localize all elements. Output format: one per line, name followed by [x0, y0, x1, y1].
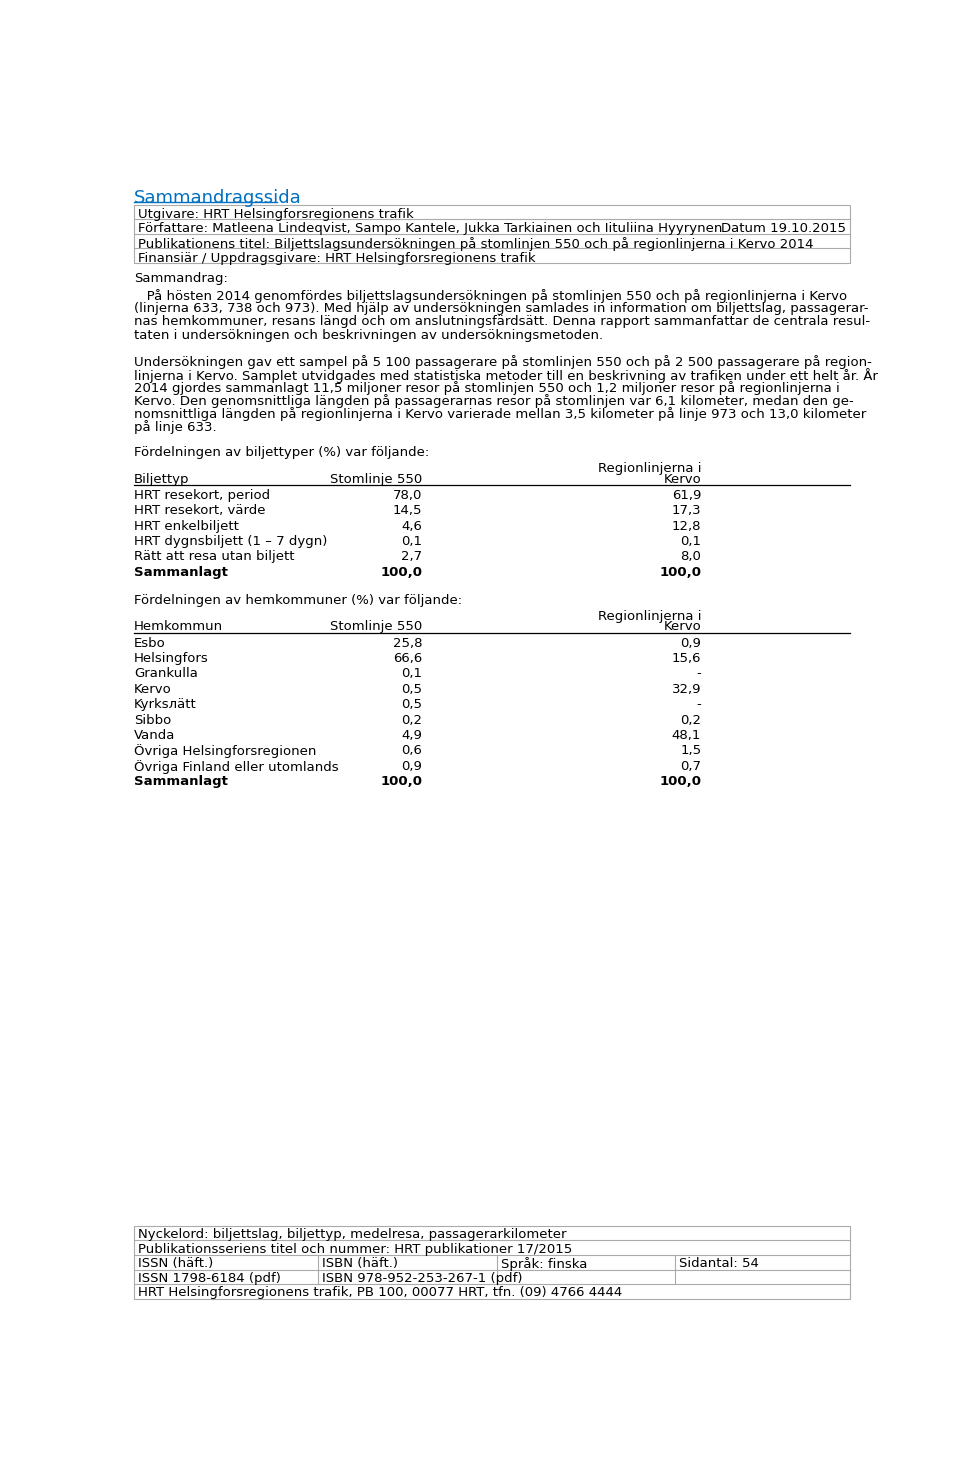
Text: Esbo: Esbo	[134, 637, 166, 650]
Text: Utgivare: HRT Helsingforsregionens trafik: Utgivare: HRT Helsingforsregionens trafi…	[138, 208, 414, 221]
Text: Sammandragssida: Sammandragssida	[134, 189, 301, 208]
Text: Stomlinje 550: Stomlinje 550	[330, 473, 422, 485]
Text: Regionlinjerna i: Regionlinjerna i	[598, 461, 701, 475]
Text: 0,5: 0,5	[401, 682, 422, 696]
Text: 2014 gjordes sammanlagt 11,5 miljoner resor på stomlinjen 550 och 1,2 miljoner r: 2014 gjordes sammanlagt 11,5 miljoner re…	[134, 380, 840, 395]
Text: 32,9: 32,9	[672, 682, 701, 696]
Text: 1,5: 1,5	[680, 744, 701, 758]
Text: Datum 19.10.2015: Datum 19.10.2015	[721, 223, 846, 236]
Text: ISBN (häft.): ISBN (häft.)	[323, 1257, 398, 1271]
Text: 78,0: 78,0	[393, 489, 422, 501]
Text: Publikationens titel: Biljettslagsundersökningen på stomlinjen 550 och på region: Publikationens titel: Biljettslagsunders…	[138, 237, 813, 251]
Text: HRT resekort, värde: HRT resekort, värde	[134, 504, 266, 517]
Bar	[134, 1225, 850, 1299]
Text: 8,0: 8,0	[681, 550, 701, 563]
Text: nomsnittliga längden på regionlinjerna i Kervo varierade mellan 3,5 kilometer på: nomsnittliga längden på regionlinjerna i…	[134, 407, 866, 422]
Text: Fördelningen av hemkommuner (%) var följande:: Fördelningen av hemkommuner (%) var följ…	[134, 594, 462, 607]
Text: 61,9: 61,9	[672, 489, 701, 501]
Text: -: -	[697, 668, 701, 681]
Text: 0,2: 0,2	[401, 713, 422, 727]
Text: taten i undersökningen och beskrivningen av undersökningsmetoden.: taten i undersökningen och beskrivningen…	[134, 329, 603, 342]
Text: Författare: Matleena Lindeqvist, Sampo Kantele, Jukka Tarkiainen och Iituliina H: Författare: Matleena Lindeqvist, Sampo K…	[138, 223, 722, 236]
Text: 0,1: 0,1	[681, 535, 701, 548]
Text: Övriga Finland eller utomlands: Övriga Finland eller utomlands	[134, 759, 339, 774]
Text: HRT Helsingforsregionens trafik, PB 100, 00077 HRT, tfn. (09) 4766 4444: HRT Helsingforsregionens trafik, PB 100,…	[138, 1287, 622, 1300]
Text: ISBN 978-952-253-267-1 (pdf): ISBN 978-952-253-267-1 (pdf)	[323, 1272, 523, 1285]
Text: Kervo: Kervo	[663, 473, 701, 485]
Text: Sibbo: Sibbo	[134, 713, 171, 727]
Text: ISSN 1798-6184 (pdf): ISSN 1798-6184 (pdf)	[138, 1272, 280, 1285]
Text: 100,0: 100,0	[660, 775, 701, 789]
Text: Nyckelord: biljettslag, biljettyp, medelresa, passagerarkilometer: Nyckelord: biljettslag, biljettyp, medel…	[138, 1228, 566, 1241]
Text: -: -	[697, 699, 701, 710]
Text: 100,0: 100,0	[380, 775, 422, 789]
Text: (linjerna 633, 738 och 973). Med hjälp av undersökningen samlades in information: (linjerna 633, 738 och 973). Med hjälp a…	[134, 302, 869, 315]
Text: Sammanlagt: Sammanlagt	[134, 566, 228, 579]
Text: 0,9: 0,9	[681, 637, 701, 650]
Text: 15,6: 15,6	[672, 652, 701, 665]
Text: Sammanlagt: Sammanlagt	[134, 775, 228, 789]
Text: Språk: finska: Språk: finska	[500, 1257, 587, 1271]
Text: 0,1: 0,1	[401, 668, 422, 681]
Text: Kervo: Kervo	[663, 621, 701, 634]
Text: 0,7: 0,7	[681, 759, 701, 772]
Text: Finansiär / Uppdragsgivare: HRT Helsingforsregionens trafik: Finansiär / Uppdragsgivare: HRT Helsingf…	[138, 252, 536, 264]
Text: Helsingfors: Helsingfors	[134, 652, 208, 665]
Text: Regionlinjerna i: Regionlinjerna i	[598, 610, 701, 622]
Text: 4,9: 4,9	[401, 730, 422, 741]
Text: 0,6: 0,6	[401, 744, 422, 758]
Text: 0,5: 0,5	[401, 699, 422, 710]
Text: Grankulla: Grankulla	[134, 668, 198, 681]
Text: Stomlinje 550: Stomlinje 550	[330, 621, 422, 634]
Bar	[134, 205, 850, 264]
Text: Kyrksлätt: Kyrksлätt	[134, 699, 197, 710]
Text: Övriga Helsingforsregionen: Övriga Helsingforsregionen	[134, 744, 317, 758]
Text: Biljettyp: Biljettyp	[134, 473, 189, 485]
Text: 25,8: 25,8	[393, 637, 422, 650]
Text: HRT enkelbiljett: HRT enkelbiljett	[134, 519, 239, 532]
Text: HRT resekort, period: HRT resekort, period	[134, 489, 270, 501]
Text: 2,7: 2,7	[401, 550, 422, 563]
Text: 0,1: 0,1	[401, 535, 422, 548]
Text: 14,5: 14,5	[393, 504, 422, 517]
Text: på linje 633.: på linje 633.	[134, 420, 217, 435]
Text: 66,6: 66,6	[393, 652, 422, 665]
Text: 0,9: 0,9	[401, 759, 422, 772]
Text: Fördelningen av biljettyper (%) var följande:: Fördelningen av biljettyper (%) var följ…	[134, 447, 429, 460]
Text: Kervo: Kervo	[134, 682, 172, 696]
Text: Sidantal: 54: Sidantal: 54	[679, 1257, 758, 1271]
Text: nas hemkommuner, resans längd och om anslutningsfärdsätt. Denna rapport sammanfa: nas hemkommuner, resans längd och om ans…	[134, 315, 870, 329]
Text: 48,1: 48,1	[672, 730, 701, 741]
Text: På hösten 2014 genomfördes biljettslagsundersökningen på stomlinjen 550 och på r: På hösten 2014 genomfördes biljettslagsu…	[134, 289, 847, 304]
Text: Hemkommun: Hemkommun	[134, 621, 223, 634]
Text: 0,2: 0,2	[681, 713, 701, 727]
Text: Vanda: Vanda	[134, 730, 176, 741]
Text: Publikationsseriens titel och nummer: HRT publikationer 17/2015: Publikationsseriens titel och nummer: HR…	[138, 1243, 572, 1256]
Text: Kervo. Den genomsnittliga längden på passagerarnas resor på stomlinjen var 6,1 k: Kervo. Den genomsnittliga längden på pas…	[134, 394, 853, 408]
Text: 100,0: 100,0	[380, 566, 422, 579]
Text: Undersökningen gav ett sampel på 5 100 passagerare på stomlinjen 550 och på 2 50: Undersökningen gav ett sampel på 5 100 p…	[134, 355, 872, 368]
Text: ISSN (häft.): ISSN (häft.)	[138, 1257, 213, 1271]
Text: HRT dygnsbiljett (1 – 7 dygn): HRT dygnsbiljett (1 – 7 dygn)	[134, 535, 327, 548]
Text: linjerna i Kervo. Samplet utvidgades med statistiska metoder till en beskrivning: linjerna i Kervo. Samplet utvidgades med…	[134, 368, 877, 383]
Text: 12,8: 12,8	[672, 519, 701, 532]
Text: Rätt att resa utan biljett: Rätt att resa utan biljett	[134, 550, 295, 563]
Text: Sammandrag:: Sammandrag:	[134, 273, 228, 286]
Text: 4,6: 4,6	[401, 519, 422, 532]
Text: 17,3: 17,3	[672, 504, 701, 517]
Text: 100,0: 100,0	[660, 566, 701, 579]
